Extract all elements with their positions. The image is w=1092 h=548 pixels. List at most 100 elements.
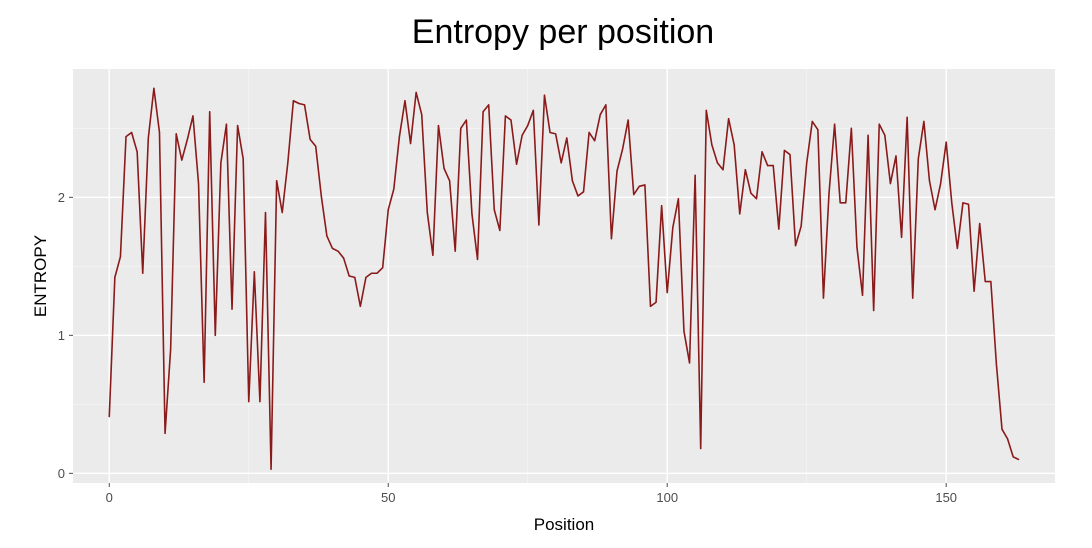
data-point xyxy=(549,131,551,134)
y-tick-label: 0 xyxy=(58,466,65,481)
data-point xyxy=(320,195,322,197)
data-point xyxy=(845,202,847,204)
data-point xyxy=(856,246,858,248)
data-point xyxy=(672,227,674,229)
data-point xyxy=(504,115,507,117)
chart-title: Entropy per position xyxy=(412,13,714,51)
data-point xyxy=(867,134,869,136)
data-point xyxy=(621,148,624,150)
data-point xyxy=(253,271,255,273)
data-point xyxy=(733,144,735,146)
data-point xyxy=(460,127,462,129)
data-point xyxy=(700,447,702,450)
data-point xyxy=(995,363,998,365)
data-point xyxy=(153,87,155,89)
data-point xyxy=(365,276,367,278)
data-point xyxy=(755,198,758,200)
data-point xyxy=(716,162,719,164)
data-point xyxy=(421,113,423,116)
x-axis-title: Position xyxy=(534,515,594,534)
data-point xyxy=(889,182,892,185)
data-point xyxy=(376,272,378,274)
data-point xyxy=(130,131,133,134)
data-point xyxy=(220,162,222,164)
data-point xyxy=(582,191,585,193)
data-point xyxy=(666,291,668,294)
data-point xyxy=(437,124,440,127)
minor-gridlines xyxy=(73,69,1055,483)
data-point xyxy=(934,209,936,211)
data-point xyxy=(688,362,691,364)
data-point xyxy=(476,258,479,261)
data-point xyxy=(264,211,267,214)
data-point xyxy=(1006,438,1009,440)
data-point xyxy=(393,188,395,190)
data-point xyxy=(181,159,183,161)
data-point xyxy=(806,162,808,164)
data-point xyxy=(990,280,992,283)
data-point xyxy=(125,136,127,138)
data-point xyxy=(348,275,350,277)
y-axis-title: ENTROPY xyxy=(31,235,50,317)
data-point xyxy=(449,180,451,182)
data-point xyxy=(1018,458,1020,461)
data-point xyxy=(398,136,400,138)
data-point xyxy=(555,133,557,135)
data-point xyxy=(281,211,283,214)
data-point xyxy=(276,180,278,182)
data-point xyxy=(170,348,172,350)
data-point xyxy=(739,213,741,215)
data-point xyxy=(638,185,640,187)
data-point xyxy=(343,257,345,259)
data-point xyxy=(370,272,373,274)
data-point xyxy=(962,202,964,204)
data-point xyxy=(945,141,947,143)
data-point xyxy=(114,276,116,278)
data-point xyxy=(158,131,161,134)
data-point xyxy=(231,308,233,310)
data-point xyxy=(331,247,334,249)
data-point xyxy=(242,158,244,160)
data-point xyxy=(627,119,629,121)
data-point xyxy=(225,123,228,125)
data-point xyxy=(973,290,975,292)
data-point xyxy=(292,100,294,102)
data-point xyxy=(443,167,445,169)
entropy-series-line xyxy=(108,87,1020,470)
x-tick-label: 150 xyxy=(935,490,957,505)
data-point xyxy=(566,137,568,139)
data-point xyxy=(940,182,942,185)
data-point xyxy=(510,119,512,121)
data-point xyxy=(527,124,529,127)
data-point xyxy=(616,170,618,172)
data-point xyxy=(895,155,897,157)
data-point xyxy=(303,104,306,106)
data-point xyxy=(147,137,149,139)
data-point xyxy=(142,272,144,274)
data-point xyxy=(822,297,825,299)
data-point xyxy=(649,305,652,307)
data-point xyxy=(912,297,914,299)
data-point xyxy=(175,133,177,135)
data-point xyxy=(119,256,122,258)
data-point xyxy=(454,250,456,252)
data-point xyxy=(560,162,562,164)
x-tick-label: 50 xyxy=(381,490,395,505)
data-point xyxy=(984,280,986,283)
data-point xyxy=(337,250,339,252)
axis-tick-labels: 0 50 100 150 0 1 2 xyxy=(58,190,957,505)
data-point xyxy=(214,334,216,336)
data-point xyxy=(705,109,707,111)
data-point xyxy=(694,174,696,176)
y-tick-label: 1 xyxy=(58,328,65,343)
data-point xyxy=(493,209,495,211)
data-point xyxy=(326,235,328,237)
data-point xyxy=(1012,456,1014,458)
data-point xyxy=(543,94,546,96)
data-point xyxy=(850,127,852,129)
data-point xyxy=(967,203,970,205)
data-point xyxy=(783,149,785,152)
data-point xyxy=(197,182,200,185)
data-point xyxy=(426,211,428,214)
data-point xyxy=(956,247,958,249)
